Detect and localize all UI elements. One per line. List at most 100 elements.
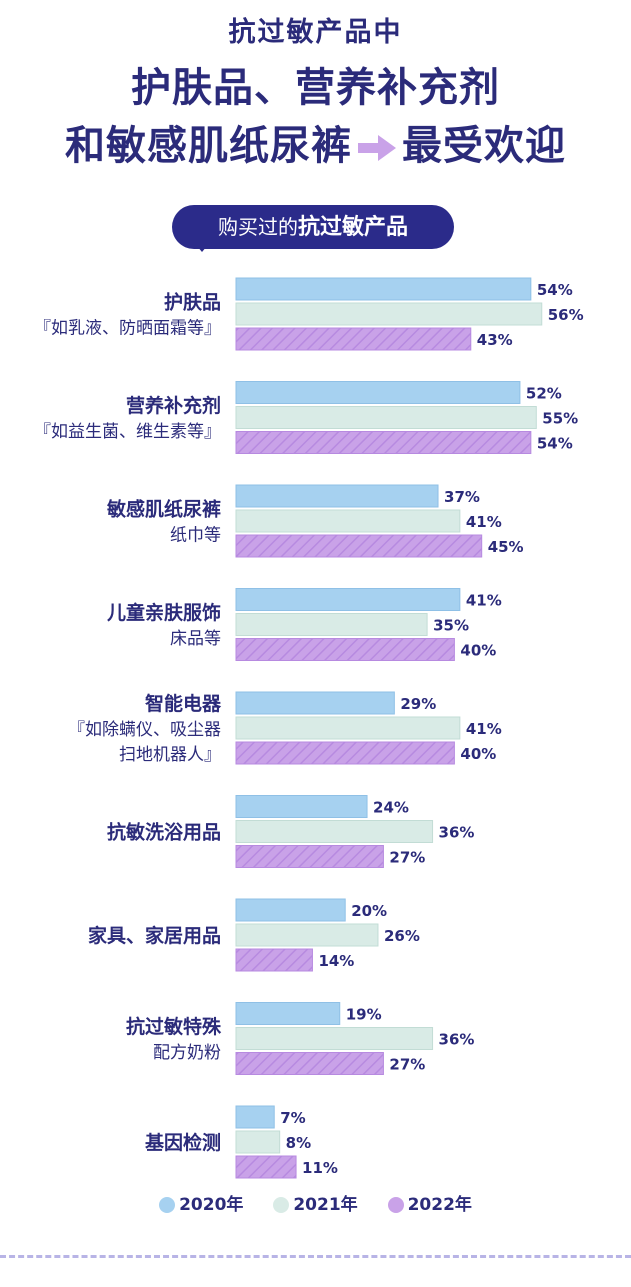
arrow-right-icon bbox=[358, 135, 396, 161]
data-label: 41% bbox=[466, 720, 502, 738]
bar-2021年 bbox=[235, 302, 543, 326]
data-label: 29% bbox=[400, 695, 436, 713]
category-group: 家具、家居用品 20% 26% 14% bbox=[88, 898, 420, 972]
bar-2021年 bbox=[235, 820, 434, 843]
legend-label-2020: 2020年 bbox=[179, 1195, 244, 1215]
bar-2020年 bbox=[235, 1105, 275, 1129]
category-label: 抗过敏特殊 bbox=[126, 1015, 222, 1038]
pill-prefix: 购买过的 bbox=[217, 215, 298, 239]
bar-2020年 bbox=[235, 1002, 341, 1025]
legend-item-2021: 2021年 bbox=[273, 1190, 358, 1215]
legend-label-2021: 2021年 bbox=[293, 1195, 358, 1215]
data-label: 41% bbox=[466, 592, 502, 610]
bottom-divider bbox=[0, 1255, 631, 1258]
data-label: 40% bbox=[460, 745, 496, 763]
chart-supertitle: 抗过敏产品中 bbox=[228, 17, 403, 48]
data-label: 36% bbox=[439, 824, 475, 842]
category-label: 敏感肌纸尿裤 bbox=[106, 498, 221, 521]
data-label: 56% bbox=[548, 306, 584, 324]
category-group: 抗敏洗浴用品 24% 36% 27% bbox=[107, 795, 475, 868]
category-label: 基因检测 bbox=[144, 1131, 221, 1154]
data-label: 20% bbox=[351, 902, 387, 920]
bar-2021年 bbox=[235, 509, 461, 533]
legend-swatch-2020 bbox=[159, 1197, 176, 1213]
data-label: 54% bbox=[537, 281, 573, 299]
data-label: 27% bbox=[389, 1056, 425, 1074]
pill-tail bbox=[192, 240, 212, 252]
bar-2022年 bbox=[235, 741, 455, 765]
data-label: 8% bbox=[286, 1134, 311, 1152]
bar-2021年 bbox=[235, 1027, 434, 1050]
data-label: 45% bbox=[488, 538, 524, 556]
category-sublabel: 床品等 bbox=[170, 629, 221, 649]
bar-2020年 bbox=[235, 277, 532, 301]
category-label: 智能电器 bbox=[145, 692, 222, 715]
bar-2020年 bbox=[235, 484, 439, 508]
bar-2020年 bbox=[235, 691, 395, 715]
bar-2020年 bbox=[235, 381, 521, 404]
data-label: 52% bbox=[526, 385, 562, 403]
bar-2021年 bbox=[235, 1130, 281, 1154]
data-label: 55% bbox=[542, 410, 578, 428]
bar-2021年 bbox=[235, 406, 537, 429]
bar-2021年 bbox=[235, 923, 379, 947]
bar-2022年 bbox=[235, 431, 532, 454]
bar-2022年 bbox=[235, 327, 472, 351]
legend-item-2022: 2022年 bbox=[387, 1190, 472, 1215]
data-label: 19% bbox=[346, 1006, 382, 1024]
bar-2020年 bbox=[235, 795, 368, 818]
category-label: 营养补充剂 bbox=[126, 394, 221, 417]
legend-swatch-2021 bbox=[273, 1197, 290, 1213]
data-label: 35% bbox=[433, 617, 469, 635]
category-label: 家具、家居用品 bbox=[88, 924, 221, 947]
category-sublabel: 配方奶粉 bbox=[153, 1043, 221, 1063]
chart-legend: 2020年 2021年 2022年 bbox=[0, 1190, 631, 1215]
title-line2-part1: 和敏感肌纸尿裤 bbox=[65, 123, 352, 169]
bar-chart: 护肤品『如乳液、防晒面霜等』 54% 56% 43% 营养补充剂『如益生菌、维生素等』 5… bbox=[34, 277, 584, 1179]
section-pill: 购买过的抗过敏产品 bbox=[172, 205, 454, 249]
bar-2022年 bbox=[235, 1052, 384, 1075]
data-label: 11% bbox=[302, 1159, 338, 1177]
category-group: 护肤品『如乳液、防晒面霜等』 54% 56% 43% bbox=[34, 277, 584, 351]
category-group: 营养补充剂『如益生菌、维生素等』 52% 55% 54% bbox=[34, 381, 578, 454]
category-sublabel: 『如乳液、防晒面霜等』 bbox=[34, 319, 221, 339]
bar-2021年 bbox=[235, 613, 428, 636]
category-group: 基因检测 7% 8% 11% bbox=[144, 1105, 338, 1179]
category-label: 儿童亲肤服饰 bbox=[106, 601, 221, 624]
data-label: 41% bbox=[466, 513, 502, 531]
category-sublabel: 扫地机器人』 bbox=[119, 745, 221, 765]
chart-title-line1: 护肤品、营养补充剂 bbox=[131, 65, 500, 111]
data-label: 14% bbox=[318, 952, 354, 970]
bar-2022年 bbox=[235, 1155, 297, 1179]
data-label: 37% bbox=[444, 488, 480, 506]
bar-2022年 bbox=[235, 534, 483, 558]
data-label: 7% bbox=[280, 1109, 305, 1127]
bar-2022年 bbox=[235, 845, 384, 868]
category-sublabel: 『如益生菌、维生素等』 bbox=[34, 422, 221, 442]
data-label: 54% bbox=[537, 435, 573, 453]
data-label: 26% bbox=[384, 927, 420, 945]
legend-swatch-2022 bbox=[387, 1197, 404, 1213]
title-line2-part2: 最受欢迎 bbox=[402, 123, 566, 169]
category-label: 抗敏洗浴用品 bbox=[107, 821, 221, 844]
data-label: 27% bbox=[389, 849, 425, 867]
chart-title-line2: 和敏感肌纸尿裤 最受欢迎 bbox=[0, 113, 631, 171]
data-label: 43% bbox=[477, 331, 513, 349]
bar-2022年 bbox=[235, 638, 455, 661]
pill-emphasis: 抗过敏产品 bbox=[297, 215, 408, 240]
bar-2021年 bbox=[235, 716, 461, 740]
category-sublabel: 『如除螨仪、吸尘器 bbox=[68, 720, 221, 740]
bar-2022年 bbox=[235, 948, 313, 972]
data-label: 36% bbox=[439, 1031, 475, 1049]
bar-2020年 bbox=[235, 588, 461, 611]
data-label: 24% bbox=[373, 799, 409, 817]
legend-item-2020: 2020年 bbox=[159, 1190, 243, 1215]
bar-2020年 bbox=[235, 898, 346, 922]
legend-label-2022: 2022年 bbox=[407, 1195, 472, 1215]
category-sublabel: 纸巾等 bbox=[170, 526, 221, 546]
category-label: 护肤品 bbox=[164, 291, 221, 314]
